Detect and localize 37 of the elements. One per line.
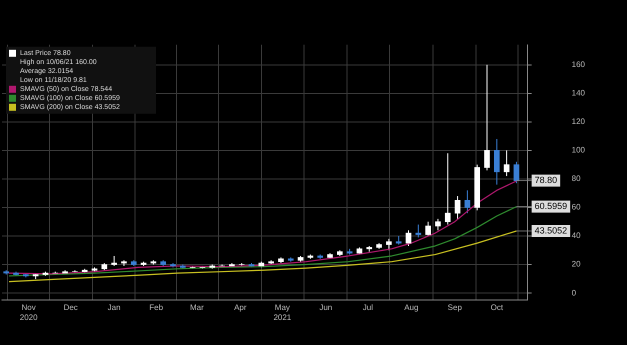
- candlestick: [484, 64, 490, 171]
- x-tick-label: Apr: [234, 303, 247, 312]
- x-tick-label: Nov 2020: [20, 303, 38, 322]
- candlestick: [406, 230, 412, 246]
- candlestick: [425, 221, 431, 236]
- y-tick-label: 120: [572, 117, 586, 126]
- y-tick-label: 140: [572, 88, 586, 98]
- candlestick: [111, 255, 117, 266]
- y-tick-label: 60: [572, 202, 582, 212]
- x-tick-label: Mar: [190, 303, 204, 312]
- candlestick: [494, 138, 500, 186]
- y-tick-label: 80: [572, 174, 582, 184]
- x-tick-label: Sep: [448, 303, 462, 312]
- x-tick-label: Jun: [319, 303, 332, 312]
- y-tick-label: 160: [572, 60, 586, 69]
- candlestick: [464, 190, 470, 214]
- annotation: 43.5052: [534, 225, 568, 236]
- x-tick-label: Aug: [404, 303, 418, 312]
- candlestick: [415, 224, 422, 238]
- x-tick-label: May 2021: [273, 303, 292, 322]
- y-tick-label: 100: [572, 146, 586, 155]
- candlestick: [435, 218, 441, 231]
- x-tick-label: Feb: [149, 303, 164, 312]
- candlestick: [514, 161, 520, 184]
- x-tick-label: Jan: [108, 303, 121, 312]
- candlestick: [386, 238, 392, 251]
- y-tick-label: 20: [572, 260, 582, 269]
- annotation: 60.5959: [534, 201, 568, 212]
- annotation: 78.80: [534, 175, 558, 186]
- candlestick: [444, 152, 451, 226]
- x-tick-label: Jul: [362, 303, 374, 312]
- candlestick: [504, 150, 510, 177]
- x-tick-label: Dec: [64, 303, 78, 312]
- candlestick: [454, 196, 460, 220]
- y-tick-label: 40: [572, 231, 582, 240]
- x-tick-label: Oct: [490, 303, 504, 312]
- y-tick-label: 0: [572, 288, 577, 298]
